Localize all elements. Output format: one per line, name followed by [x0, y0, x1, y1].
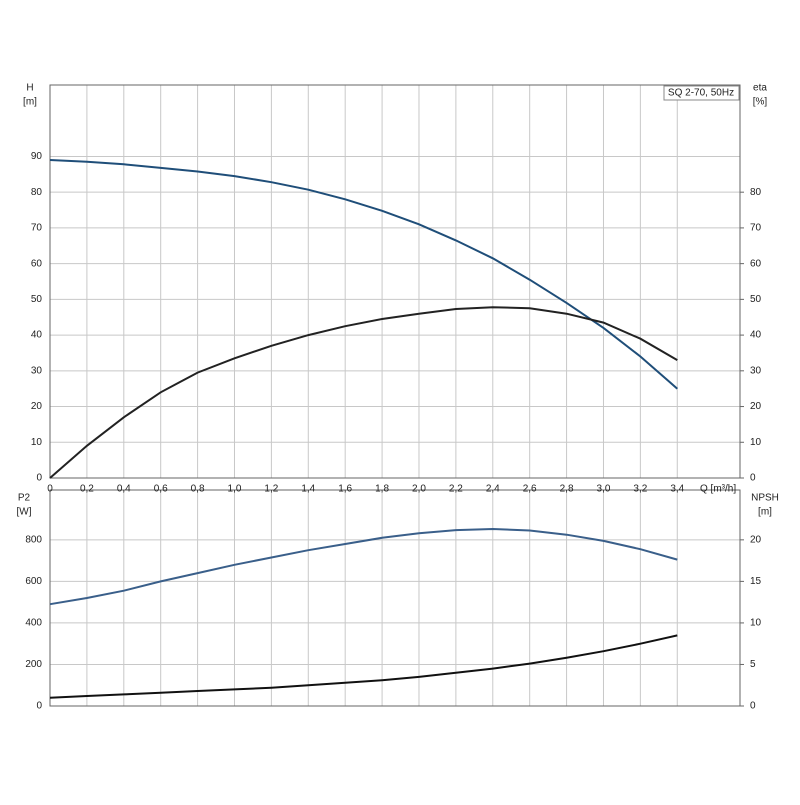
y-axis-unit: [m] [23, 97, 37, 108]
y2-tick-label: 0 [750, 701, 756, 712]
y2-tick-label: 50 [750, 294, 762, 305]
y2-tick-label: 70 [750, 223, 762, 234]
x-tick-label: 2,2 [449, 484, 463, 495]
y2-tick-label: 30 [750, 365, 762, 376]
x-tick-label: 2,4 [486, 484, 500, 495]
y2-axis-label: NPSH [751, 493, 779, 504]
y2-axis-unit: [%] [753, 97, 768, 108]
x-tick-label: 1,0 [228, 484, 242, 495]
y2-tick-label: 80 [750, 187, 762, 198]
top-plot-frame [49, 84, 741, 479]
y2-tick-label: 20 [750, 401, 762, 412]
y2-tick-label: 5 [750, 659, 756, 670]
x-tick-label: 0,8 [191, 484, 205, 495]
y2-tick-label: 20 [750, 534, 762, 545]
y2-tick-label: 0 [750, 473, 756, 484]
y2-tick-label: 40 [750, 330, 762, 341]
y-tick-label: 0 [36, 701, 42, 712]
y-tick-label: 90 [31, 151, 43, 162]
y-tick-label: 20 [31, 401, 43, 412]
x-tick-label: 1,6 [338, 484, 352, 495]
y-axis-label: P2 [18, 493, 31, 504]
curve [49, 159, 678, 390]
x-tick-label: 3,0 [597, 484, 611, 495]
y2-axis-unit: [m] [758, 507, 772, 518]
y-tick-label: 50 [31, 294, 43, 305]
bottom-plot-frame [49, 489, 741, 707]
x-tick-label: 2,8 [560, 484, 574, 495]
y-axis-label: H [26, 83, 33, 94]
x-tick-label: 0 [47, 484, 53, 495]
y-tick-label: 70 [31, 223, 43, 234]
x-tick-label: 0,2 [80, 484, 94, 495]
curve [49, 306, 678, 479]
y-tick-label: 80 [31, 187, 43, 198]
x-tick-label: 0,4 [117, 484, 131, 495]
x-tick-label: 0,6 [154, 484, 168, 495]
y-tick-label: 200 [25, 659, 42, 670]
x-tick-label: 1,8 [375, 484, 389, 495]
y-tick-label: 0 [36, 473, 42, 484]
curve [49, 634, 678, 699]
x-tick-label: 3,2 [633, 484, 647, 495]
annotation-box [663, 85, 740, 101]
x-tick-label: 2,6 [523, 484, 537, 495]
curve [49, 527, 678, 606]
x-tick-label: 3,4 [670, 484, 684, 495]
y-tick-label: 400 [25, 618, 42, 629]
y2-tick-label: 15 [750, 576, 762, 587]
y-tick-label: 60 [31, 258, 43, 269]
y-tick-label: 30 [31, 365, 43, 376]
y-tick-label: 600 [25, 576, 42, 587]
x-tick-label: 1,2 [264, 484, 278, 495]
y2-axis-label: eta [753, 83, 767, 94]
x-axis-label: Q [m³/h] [700, 484, 736, 495]
y-tick-label: 10 [31, 437, 43, 448]
y2-tick-label: 10 [750, 437, 762, 448]
y2-tick-label: 60 [750, 258, 762, 269]
annotation: SQ 2-70, 50Hz [668, 88, 734, 99]
x-tick-label: 1,4 [301, 484, 315, 495]
y2-tick-label: 10 [750, 618, 762, 629]
y-tick-label: 40 [31, 330, 43, 341]
x-tick-label: 2,0 [412, 484, 426, 495]
y-axis-unit: [W] [17, 507, 32, 518]
y-tick-label: 800 [25, 534, 42, 545]
